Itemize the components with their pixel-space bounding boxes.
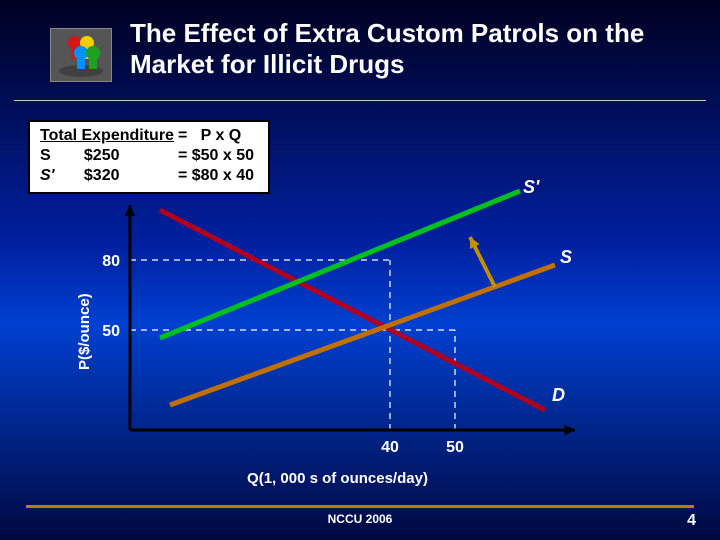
x-axis-label: Q(1, 000 s of ounces/day) xyxy=(100,470,575,487)
svg-text:50: 50 xyxy=(102,323,120,340)
slide: The Effect of Extra Custom Patrols on th… xyxy=(0,0,720,540)
expenditure-header-right: = P x Q xyxy=(178,126,258,146)
footer-text: NCCU 2006 xyxy=(0,512,720,526)
svg-text:D: D xyxy=(552,385,565,405)
slide-logo-icon xyxy=(50,28,112,82)
svg-text:80: 80 xyxy=(102,253,120,270)
svg-text:40: 40 xyxy=(381,439,399,456)
expenditure-header-row: Total Expenditure = P x Q xyxy=(40,126,258,146)
svg-text:S': S' xyxy=(523,177,540,197)
svg-text:S: S xyxy=(560,247,572,267)
expenditure-box: Total Expenditure = P x Q S $250 = $50 x… xyxy=(28,120,270,194)
expenditure-table: Total Expenditure = P x Q S $250 = $50 x… xyxy=(40,126,258,186)
supply-demand-chart: DSS'40505080 P($/ounce) Q(1, 000 s of ou… xyxy=(100,195,575,455)
expenditure-row-sprime: S' $320 = $80 x 40 xyxy=(40,166,258,186)
expenditure-header-left: Total Expenditure xyxy=(40,126,178,146)
bottom-divider xyxy=(26,505,694,508)
slide-number: 4 xyxy=(687,512,696,530)
expenditure-row-s: S $250 = $50 x 50 xyxy=(40,146,258,166)
chart-canvas: DSS'40505080 xyxy=(100,195,575,485)
y-axis-label: P($/ounce) xyxy=(76,293,93,370)
title-divider xyxy=(14,100,706,101)
slide-title: The Effect of Extra Custom Patrols on th… xyxy=(130,18,700,80)
svg-text:50: 50 xyxy=(446,439,464,456)
